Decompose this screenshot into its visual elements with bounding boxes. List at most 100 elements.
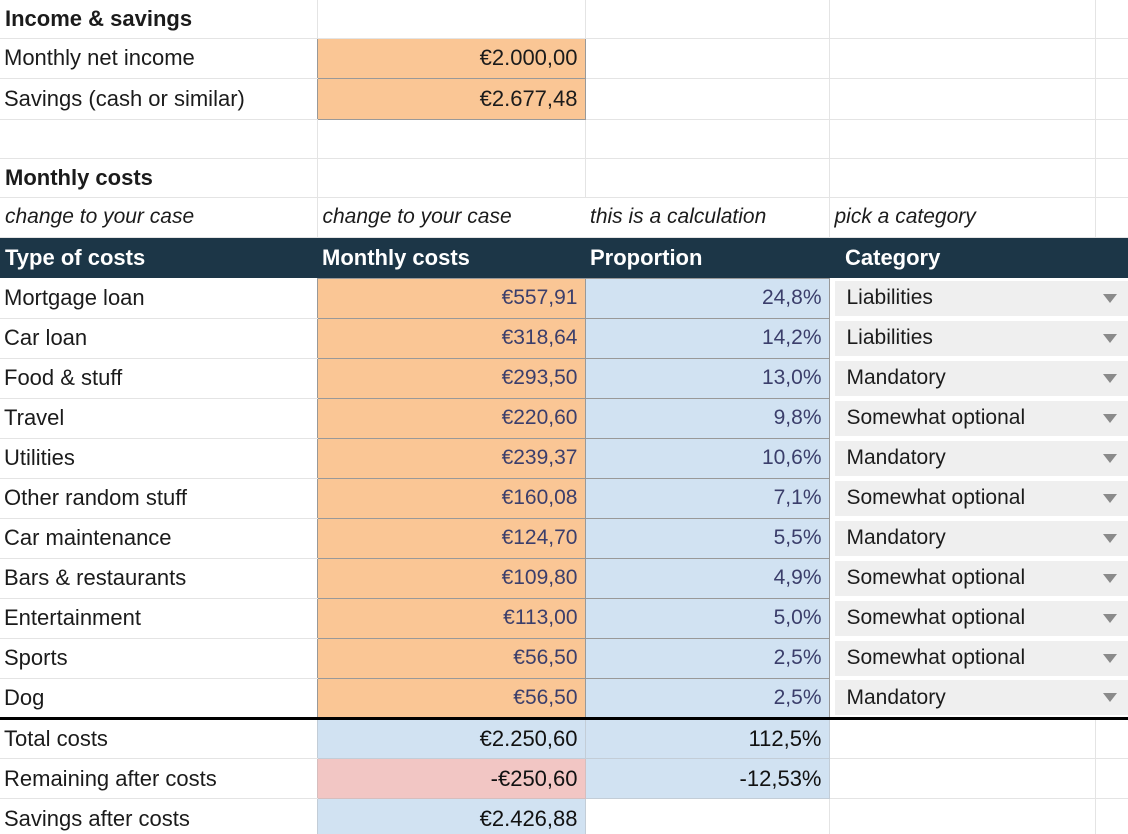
cost-value-cell[interactable]: €557,91 [316,277,586,319]
dropdown-arrow-icon [1103,493,1117,503]
income-row: Monthly net income €2.000,00 [0,37,1128,79]
summary-label: Savings after costs [0,798,317,834]
hint-proportion: this is a calculation [585,197,830,238]
category-cell: Mandatory [829,518,1128,558]
row-label: Entertainment [0,598,317,639]
category-dropdown[interactable]: Somewhat optional [834,640,1128,676]
empty-cell [317,119,586,159]
empty-cell [829,38,1096,79]
row-label: Car loan [0,318,317,359]
cost-value-cell[interactable]: €318,64 [316,317,586,359]
cost-row: Travel €220,60 9,8% Somewhat optional [0,397,1128,439]
cost-value-cell[interactable]: €113,00 [316,597,586,639]
category-dropdown[interactable]: Somewhat optional [834,480,1128,516]
category-value: Mandatory [846,446,946,469]
cost-value-cell[interactable]: €160,08 [316,477,586,519]
empty-cell [829,798,1096,834]
cost-row: Sports €56,50 2,5% Somewhat optional [0,637,1128,679]
table-header-row: Type of costs Monthly costs Proportion C… [0,237,1128,278]
cost-value-cell[interactable]: €56,50 [316,637,586,679]
row-label: Monthly net income [0,38,317,79]
category-value: Liabilities [846,286,933,309]
costs-title-row: Monthly costs [0,158,1128,198]
hint-type: change to your case [0,197,318,238]
cost-row: Food & stuff €293,50 13,0% Mandatory [0,357,1128,399]
cost-value-cell[interactable]: €109,80 [316,557,586,599]
category-dropdown[interactable]: Somewhat optional [834,560,1128,596]
empty-cell [1095,158,1128,198]
proportion-cell: 2,5% [584,677,830,719]
category-dropdown[interactable]: Somewhat optional [834,400,1128,436]
cost-row: Entertainment €113,00 5,0% Somewhat opti… [0,597,1128,639]
category-dropdown[interactable]: Mandatory [834,520,1128,556]
cost-row: Utilities €239,37 10,6% Mandatory [0,437,1128,479]
empty-cell [829,758,1096,799]
empty-cell [585,158,830,198]
costs-section-title: Monthly costs [0,158,318,198]
category-dropdown[interactable]: Mandatory [834,440,1128,476]
summary-label: Remaining after costs [0,758,317,799]
row-label: Food & stuff [0,358,317,399]
category-cell: Mandatory [829,438,1128,478]
category-value: Somewhat optional [846,646,1026,669]
cost-row: Other random stuff €160,08 7,1% Somewhat… [0,477,1128,519]
category-dropdown[interactable]: Somewhat optional [834,600,1128,636]
cost-row: Mortgage loan €557,91 24,8% Liabilities [0,277,1128,319]
empty-cell [829,158,1096,198]
summary-proportion-cell: -12,53% [584,758,830,799]
row-label: Other random stuff [0,478,317,519]
category-dropdown[interactable]: Liabilities [834,280,1128,316]
empty-cell [1095,717,1128,759]
empty-cell [585,119,830,159]
proportion-cell: 7,1% [584,477,830,519]
category-value: Mandatory [846,685,946,709]
proportion-cell: 14,2% [584,317,830,359]
empty-cell [585,798,830,834]
proportion-cell: 13,0% [584,357,830,399]
proportion-cell: 5,5% [584,517,830,559]
empty-cell [829,0,1096,39]
summary-value-cell-negative: -€250,60 [316,758,586,799]
empty-cell [317,0,586,39]
category-dropdown[interactable]: Mandatory [834,360,1128,396]
empty-cell [585,0,830,39]
dropdown-arrow-icon [1103,333,1117,343]
hint-row: change to your case change to your case … [0,197,1128,238]
cost-row: Bars & restaurants €109,80 4,9% Somewhat… [0,557,1128,599]
category-value: Mandatory [846,366,946,389]
proportion-cell: 10,6% [584,437,830,479]
cost-value-cell[interactable]: €293,50 [316,357,586,399]
cost-value-cell[interactable]: €124,70 [316,517,586,559]
savings-value-cell[interactable]: €2.677,48 [316,77,586,120]
category-value: Somewhat optional [846,406,1026,429]
empty-row [0,119,1128,159]
category-cell: Somewhat optional [829,478,1128,518]
summary-row-total: Total costs €2.250,60 112,5% [0,717,1128,759]
category-cell: Liabilities [829,318,1128,358]
empty-cell [1095,758,1128,799]
empty-cell [1095,78,1128,120]
category-dropdown[interactable]: Mandatory [834,680,1128,715]
category-cell: Somewhat optional [829,638,1128,678]
empty-cell [1095,0,1128,39]
dropdown-arrow-icon [1103,613,1117,623]
cost-value-cell[interactable]: €220,60 [316,397,586,439]
empty-cell [1095,197,1128,238]
row-label: Utilities [0,438,317,479]
row-label: Savings (cash or similar) [0,78,317,120]
row-label: Dog [0,678,317,719]
cost-value-cell[interactable]: €56,50 [316,677,586,719]
hint-category: pick a category [829,197,1096,238]
dropdown-arrow-icon [1103,693,1117,702]
income-value-cell[interactable]: €2.000,00 [316,37,586,79]
summary-row-savings: Savings after costs €2.426,88 [0,798,1128,834]
dropdown-arrow-icon [1103,373,1117,383]
income-section-title: Income & savings [0,0,318,39]
income-title-row: Income & savings [0,0,1128,39]
summary-label: Total costs [0,717,317,759]
row-label: Travel [0,398,317,439]
cost-value-cell[interactable]: €239,37 [316,437,586,479]
category-dropdown[interactable]: Liabilities [834,320,1128,356]
summary-value-cell: €2.426,88 [316,798,586,834]
